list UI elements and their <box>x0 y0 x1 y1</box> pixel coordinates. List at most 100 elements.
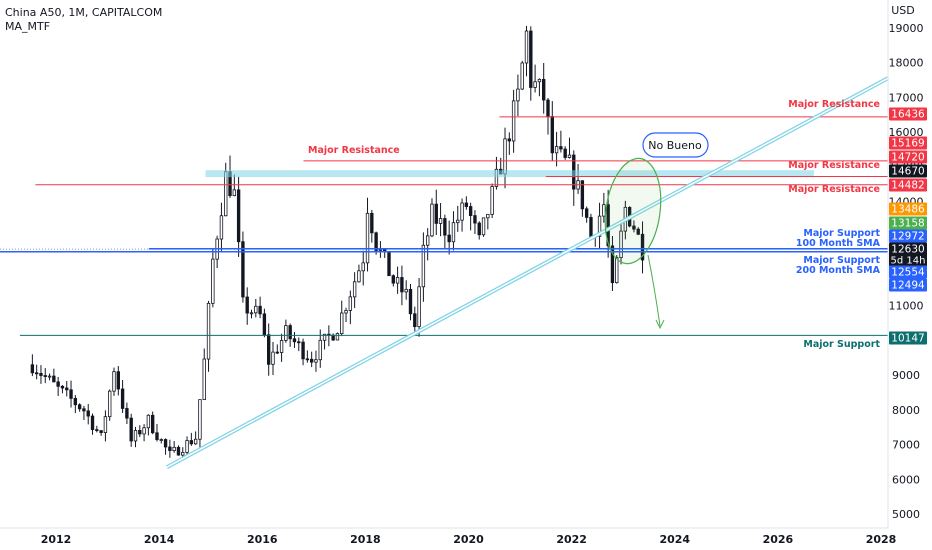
y-tick-label: 8000 <box>892 404 920 417</box>
trend-channel-core <box>166 77 889 468</box>
candle-body <box>456 219 460 224</box>
candle-body <box>550 116 554 154</box>
price-tag <box>889 229 927 243</box>
candle-body <box>421 244 426 288</box>
candle-body <box>275 351 279 354</box>
price-tag-value: 14670 <box>891 166 924 178</box>
candle-body <box>181 451 185 456</box>
candle-body <box>477 222 481 236</box>
candle-body <box>404 288 408 293</box>
candle-body <box>159 439 163 441</box>
candle-body <box>189 440 194 445</box>
candle-body <box>391 275 395 284</box>
candle-body <box>322 333 327 341</box>
candle-body <box>95 429 99 432</box>
candle-body <box>56 381 60 387</box>
candle-body <box>361 262 365 272</box>
candle-body <box>567 154 572 158</box>
y-tick-label: 5000 <box>892 508 920 521</box>
y-tick-label: 17000 <box>889 91 924 104</box>
candle-body <box>481 217 486 236</box>
candle-body <box>258 305 262 315</box>
candle-body <box>494 168 499 187</box>
price-tag-value: 13158 <box>891 218 924 230</box>
y-tick-label: 9000 <box>892 369 920 382</box>
candle-body <box>511 100 516 142</box>
indicator-name: MA_MTF <box>5 20 51 33</box>
price-tag-value: 15169 <box>891 138 924 150</box>
candle-body <box>331 334 335 341</box>
candle-body <box>357 270 361 283</box>
price-tag <box>889 136 927 150</box>
candle-body <box>559 146 563 150</box>
candle-body <box>65 387 69 391</box>
candle-body <box>284 325 288 341</box>
candle-body <box>245 296 249 314</box>
callout-bubble <box>642 132 709 158</box>
candle-body <box>546 99 550 117</box>
candle-body <box>86 410 90 417</box>
price-tag <box>889 178 927 192</box>
candle-body <box>129 417 133 442</box>
price-tag-value: 14720 <box>891 152 924 164</box>
candle-body <box>254 305 258 314</box>
resistance-label: Major Resistance <box>788 160 880 171</box>
resistance-label: Major Resistance <box>788 99 880 110</box>
candle-body <box>305 358 310 361</box>
x-tick-label: 2016 <box>247 533 278 546</box>
y-tick-label: 6000 <box>892 473 920 486</box>
price-tag <box>889 216 927 230</box>
candle-body <box>99 430 103 433</box>
resistance-label: Major Resistance <box>788 184 880 195</box>
price-tag-countdown: 5d 14h <box>891 256 926 267</box>
candle-body <box>198 399 202 440</box>
resistance-zone <box>205 170 814 178</box>
candle-body <box>176 446 181 456</box>
candle-body <box>168 446 172 451</box>
candle-body <box>232 189 237 197</box>
candle-body <box>155 432 159 440</box>
candle-body <box>314 359 318 363</box>
candle-body <box>460 202 464 221</box>
candle-body <box>52 375 56 383</box>
price-tag <box>889 202 927 216</box>
x-tick-label: 2012 <box>41 533 72 546</box>
candle-body <box>267 334 271 365</box>
price-tag-value: 12494 <box>891 280 925 292</box>
candle-body <box>400 277 404 293</box>
candle-body <box>430 203 434 237</box>
y-tick-label: 19000 <box>889 22 924 35</box>
candle-body <box>224 171 228 217</box>
candle-body <box>443 218 447 236</box>
candle-body <box>537 78 542 83</box>
candle-body <box>335 333 340 341</box>
x-tick-label: 2020 <box>453 533 484 546</box>
x-tick-label: 2026 <box>763 533 794 546</box>
candle-body <box>241 241 245 298</box>
price-tags: 16436 15169 14720 14670 14482 13486 1315812972… <box>889 107 927 345</box>
candle-body <box>619 230 623 258</box>
candle-body <box>529 30 533 88</box>
x-tick-label: 2014 <box>144 533 175 546</box>
candle-body <box>451 222 456 243</box>
price-tag <box>889 278 927 292</box>
y-tick-label: 16000 <box>889 126 924 139</box>
candle-body <box>632 225 636 230</box>
price-tag <box>889 164 927 178</box>
candle-body <box>640 233 645 261</box>
candle-body <box>39 373 43 376</box>
candle-body <box>142 427 146 435</box>
candle-body <box>318 339 322 361</box>
candle-body <box>374 232 378 251</box>
candle-body <box>202 358 206 401</box>
y-tick-label: 7000 <box>892 439 920 452</box>
candle-body <box>108 390 112 418</box>
candle-body <box>103 416 108 433</box>
candle-body <box>584 208 589 218</box>
candle-body <box>580 180 585 210</box>
price-tag <box>889 242 927 267</box>
candle-body <box>138 430 142 435</box>
candle-body <box>473 215 477 224</box>
x-tick-label: 2024 <box>659 533 690 546</box>
